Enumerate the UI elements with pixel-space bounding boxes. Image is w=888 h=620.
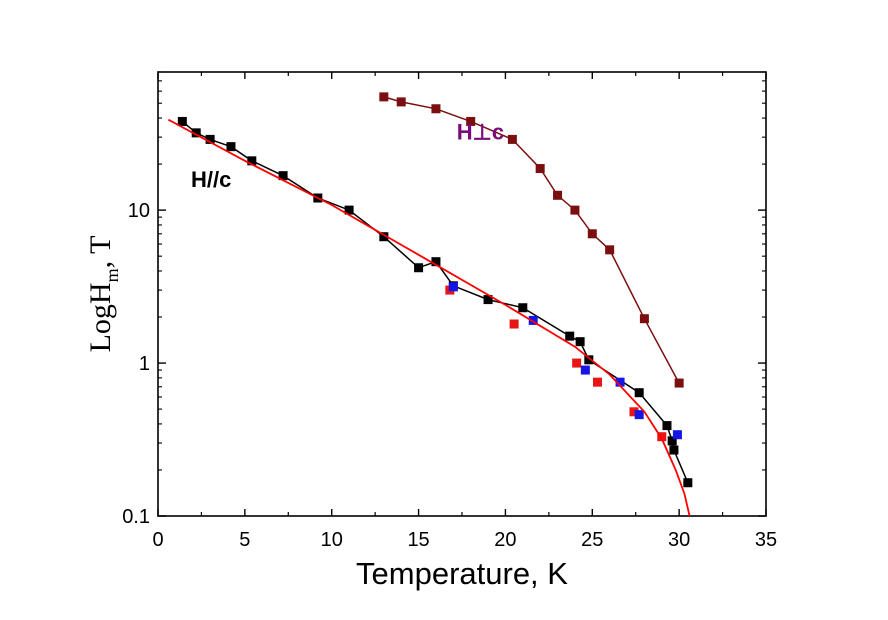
data-point <box>483 295 493 305</box>
data-point <box>509 319 519 329</box>
data-point <box>431 104 441 114</box>
data-point <box>580 365 590 375</box>
data-point <box>634 388 644 398</box>
data-point <box>535 164 545 174</box>
x-tick-label: 35 <box>755 529 777 551</box>
data-point <box>657 432 667 442</box>
data-point <box>507 134 517 144</box>
x-tick-label: 5 <box>239 529 250 551</box>
series-3 <box>448 282 682 440</box>
data-point <box>683 478 693 488</box>
data-point <box>191 128 201 138</box>
data-point <box>565 331 575 341</box>
y-axis-label-suffix: , T <box>84 236 117 269</box>
annotation-label: H//c <box>191 167 231 192</box>
series-line <box>181 120 689 483</box>
x-tick-label: 25 <box>581 529 603 551</box>
x-axis-label: Temperature, K <box>356 556 568 591</box>
data-point <box>672 430 682 440</box>
data-point <box>528 315 538 325</box>
data-point <box>615 377 625 387</box>
data-point <box>205 134 215 144</box>
x-tick-label: 0 <box>152 529 163 551</box>
data-point <box>575 337 585 347</box>
axis-labels: Temperature, K LogHm, T <box>84 236 568 591</box>
data-point <box>587 229 597 239</box>
data-point <box>662 421 672 431</box>
data-point <box>396 97 406 107</box>
data-point <box>466 116 476 126</box>
y-tick-label: 1 <box>139 353 150 375</box>
data-point <box>639 314 649 324</box>
y-tick-label: 0.1 <box>122 506 150 528</box>
data-point <box>414 263 424 273</box>
series-layer <box>167 92 693 517</box>
series-4 <box>167 118 691 517</box>
series-0 <box>177 116 693 488</box>
data-point <box>518 303 528 313</box>
x-tick-label: 15 <box>407 529 429 551</box>
annotation-label: H⊥c <box>457 119 504 144</box>
annotations: H//c H⊥c <box>191 119 504 191</box>
data-point <box>605 245 615 255</box>
x-tick-label: 30 <box>668 529 690 551</box>
x-tick-label: 20 <box>494 529 516 551</box>
data-point <box>629 407 639 417</box>
y-axis-label: LogHm, T <box>84 236 122 353</box>
series-2 <box>445 285 667 442</box>
data-point <box>344 205 354 215</box>
plot-axes: 0 5 10 15 20 25 30 35 0.1 1 10 <box>122 71 777 551</box>
data-point <box>572 358 582 368</box>
series-line <box>167 118 691 517</box>
data-point <box>592 377 602 387</box>
data-point <box>570 205 580 215</box>
data-point <box>379 92 389 102</box>
data-point <box>584 355 594 365</box>
data-point <box>177 116 187 126</box>
series-line <box>383 96 680 384</box>
data-point <box>669 445 679 455</box>
y-axis-label-sub: m <box>102 268 122 282</box>
data-point <box>667 436 677 446</box>
series-1 <box>379 92 684 388</box>
y-tick-label: 10 <box>128 200 150 222</box>
data-point <box>634 410 644 420</box>
data-point <box>448 282 458 292</box>
y-axis-label-main: LogH <box>84 282 117 352</box>
data-point <box>431 257 441 267</box>
data-point <box>226 142 236 152</box>
data-point <box>553 190 563 200</box>
data-point <box>379 232 389 242</box>
data-point <box>247 156 257 166</box>
data-point <box>674 378 684 388</box>
x-tick-label: 10 <box>321 529 343 551</box>
data-point <box>278 171 288 181</box>
